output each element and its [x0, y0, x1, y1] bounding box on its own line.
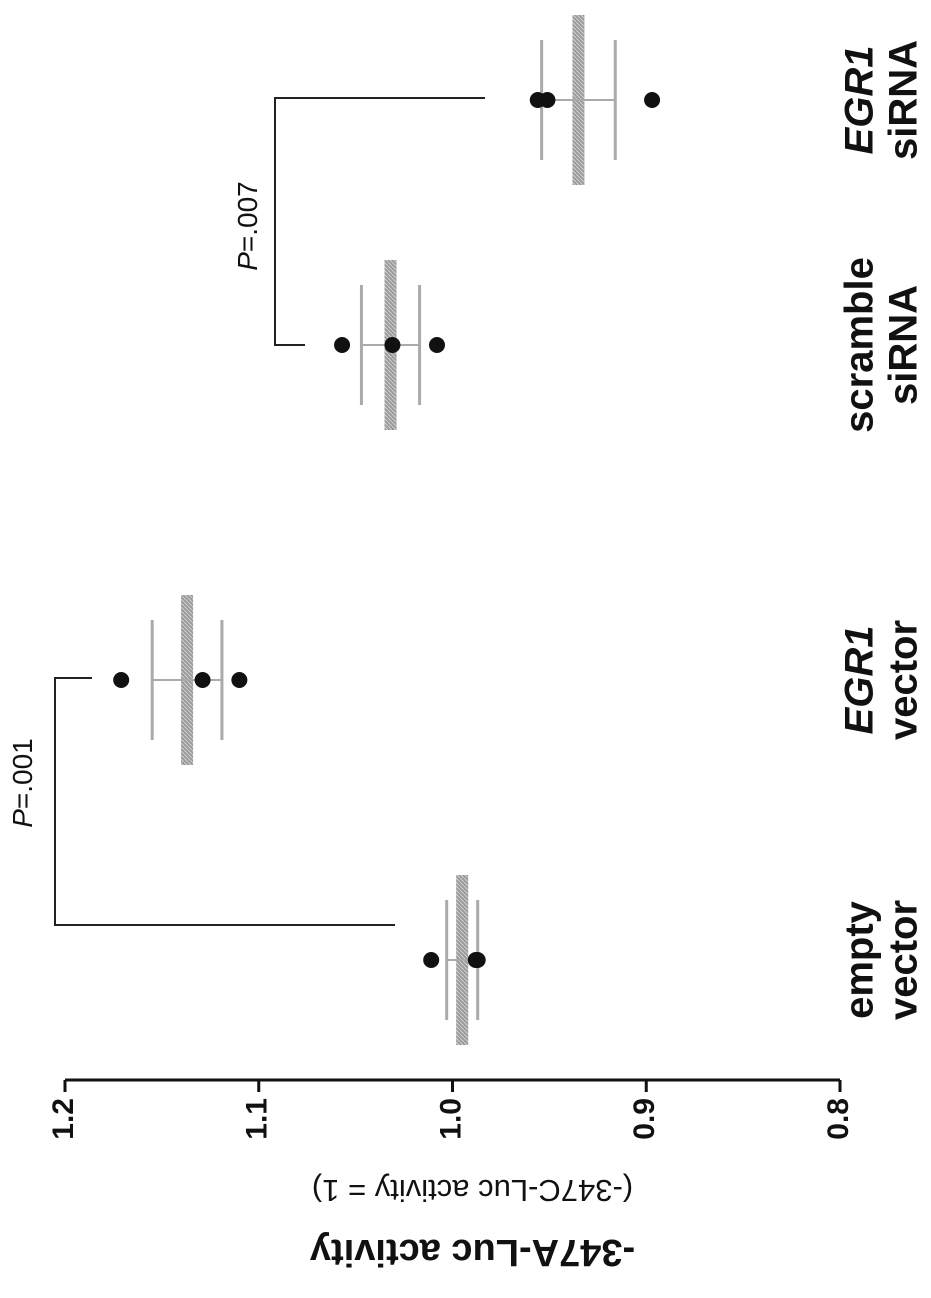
- y-tick-label: 0.8: [822, 1098, 855, 1140]
- p-symbol: P: [232, 252, 263, 271]
- y-tick-label: 1.0: [434, 1098, 467, 1140]
- data-point: [194, 672, 211, 688]
- y-tick-label: 0.9: [628, 1098, 661, 1140]
- data-point: [231, 672, 248, 688]
- y-tick-label: 1.2: [47, 1098, 80, 1140]
- category-label: vector: [882, 620, 926, 740]
- y-axis-subtitle: (-347C-Luc activity = 1): [312, 1173, 633, 1208]
- data-point: [384, 337, 401, 353]
- category-label: siRNA: [882, 285, 926, 405]
- p-value: =.001: [7, 738, 38, 809]
- category-label: scramble: [838, 257, 882, 433]
- data-point: [429, 337, 445, 353]
- data-point: [113, 672, 130, 688]
- plot-frame: 1.2 1.1 1.0 0.9 0.8 -347A-Luc activity (-347C-…: [7, 15, 926, 1273]
- y-tick-label: 1.1: [241, 1098, 274, 1140]
- data-point: [539, 92, 556, 108]
- p-value-annotation: P=.001: [7, 738, 38, 828]
- category-label: vector: [882, 900, 926, 1020]
- p-value: =.007: [232, 181, 263, 252]
- data-point: [423, 952, 440, 968]
- category-label: siRNA: [882, 40, 926, 160]
- y-axis-title: -347A-Luc activity: [310, 1231, 635, 1273]
- category-label: EGR1: [838, 46, 882, 155]
- category-label: EGR1: [838, 626, 882, 735]
- p-symbol: P: [7, 809, 38, 828]
- p-value-annotation: P=.007: [232, 181, 263, 271]
- data-point: [467, 952, 484, 968]
- data-point: [644, 92, 661, 108]
- significance-bracket: [54, 677, 395, 926]
- category-label: empty: [838, 900, 882, 1019]
- significance-bracket: [274, 97, 485, 346]
- data-point: [334, 337, 351, 353]
